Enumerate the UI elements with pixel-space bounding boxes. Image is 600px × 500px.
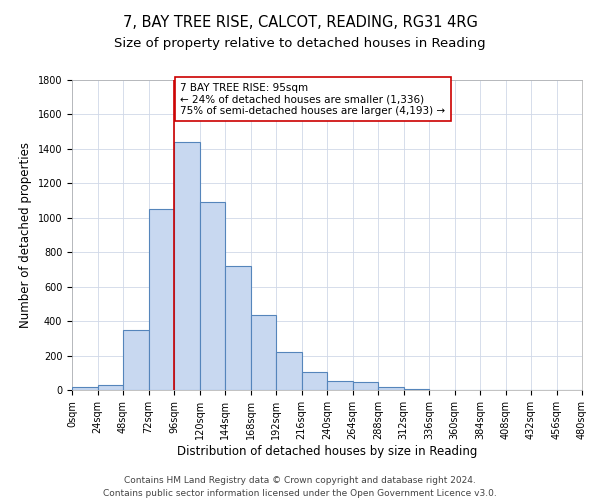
- Text: 7 BAY TREE RISE: 95sqm
← 24% of detached houses are smaller (1,336)
75% of semi-: 7 BAY TREE RISE: 95sqm ← 24% of detached…: [181, 82, 445, 116]
- Bar: [199, 202, 225, 390]
- X-axis label: Distribution of detached houses by size in Reading: Distribution of detached houses by size …: [177, 444, 477, 458]
- Bar: [251, 315, 276, 390]
- Bar: [123, 330, 149, 390]
- Bar: [276, 352, 302, 390]
- Text: 7, BAY TREE RISE, CALCOT, READING, RG31 4RG: 7, BAY TREE RISE, CALCOT, READING, RG31 …: [122, 15, 478, 30]
- Bar: [174, 142, 199, 390]
- Bar: [225, 266, 251, 390]
- Bar: [353, 382, 378, 390]
- Bar: [302, 372, 327, 390]
- Y-axis label: Number of detached properties: Number of detached properties: [19, 142, 32, 328]
- Bar: [378, 388, 404, 390]
- Bar: [149, 209, 174, 390]
- Bar: [404, 389, 429, 390]
- Text: Size of property relative to detached houses in Reading: Size of property relative to detached ho…: [114, 38, 486, 51]
- Bar: [327, 380, 353, 390]
- Bar: [97, 385, 123, 390]
- Bar: [72, 388, 97, 390]
- Text: Contains HM Land Registry data © Crown copyright and database right 2024.
Contai: Contains HM Land Registry data © Crown c…: [103, 476, 497, 498]
